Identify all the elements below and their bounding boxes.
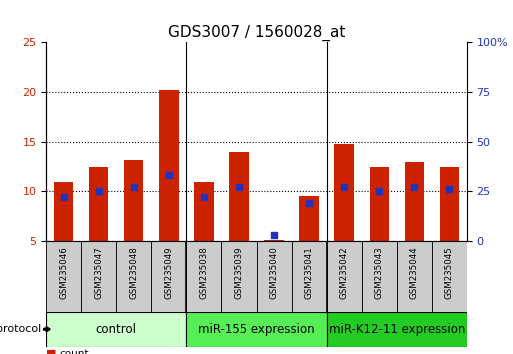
Point — [94, 188, 103, 194]
Bar — [54, 182, 73, 241]
Bar — [186, 241, 222, 312]
Bar — [81, 241, 116, 312]
Text: GSM235048: GSM235048 — [129, 246, 139, 299]
Text: GSM235042: GSM235042 — [340, 246, 349, 299]
Text: control: control — [96, 323, 137, 336]
Text: GSM235043: GSM235043 — [374, 246, 384, 299]
Text: miR-K12-11 expression: miR-K12-11 expression — [328, 323, 465, 336]
Text: GSM235044: GSM235044 — [410, 246, 419, 299]
Bar — [440, 167, 459, 241]
Bar — [159, 90, 179, 241]
Point — [410, 184, 418, 190]
Text: GSM235047: GSM235047 — [94, 246, 103, 299]
Bar — [46, 241, 81, 312]
Bar — [362, 241, 397, 312]
Point — [375, 188, 383, 194]
Text: GSM235041: GSM235041 — [305, 246, 313, 299]
Bar — [405, 162, 424, 241]
Text: GSM235038: GSM235038 — [200, 246, 208, 299]
Bar — [432, 241, 467, 312]
Point — [130, 184, 138, 190]
Point — [165, 172, 173, 178]
Title: GDS3007 / 1560028_at: GDS3007 / 1560028_at — [168, 25, 345, 41]
Bar — [124, 160, 144, 241]
Bar — [291, 241, 327, 312]
Bar — [116, 241, 151, 312]
Text: GSM235046: GSM235046 — [59, 246, 68, 299]
Bar — [151, 241, 186, 312]
Point — [340, 184, 348, 190]
Text: GSM235040: GSM235040 — [269, 246, 279, 299]
Point — [445, 186, 453, 192]
Bar — [264, 240, 284, 241]
Bar — [327, 241, 362, 312]
Bar — [327, 312, 467, 347]
Bar — [300, 196, 319, 241]
Text: GSM235049: GSM235049 — [164, 246, 173, 299]
Bar — [186, 312, 327, 347]
Point — [200, 194, 208, 200]
Bar — [397, 241, 432, 312]
Bar — [89, 167, 108, 241]
Bar — [194, 182, 213, 241]
Text: GSM235045: GSM235045 — [445, 246, 454, 299]
Text: protocol: protocol — [0, 324, 41, 334]
Text: count: count — [59, 349, 89, 354]
Bar — [229, 152, 249, 241]
Bar — [222, 241, 256, 312]
Bar — [369, 167, 389, 241]
Text: ■: ■ — [46, 349, 56, 354]
Text: miR-155 expression: miR-155 expression — [198, 323, 315, 336]
Bar — [46, 312, 186, 347]
Point — [305, 200, 313, 206]
Point — [270, 232, 278, 238]
Point — [235, 184, 243, 190]
Bar — [334, 144, 354, 241]
Text: GSM235039: GSM235039 — [234, 246, 244, 299]
Point — [60, 194, 68, 200]
Bar — [256, 241, 291, 312]
